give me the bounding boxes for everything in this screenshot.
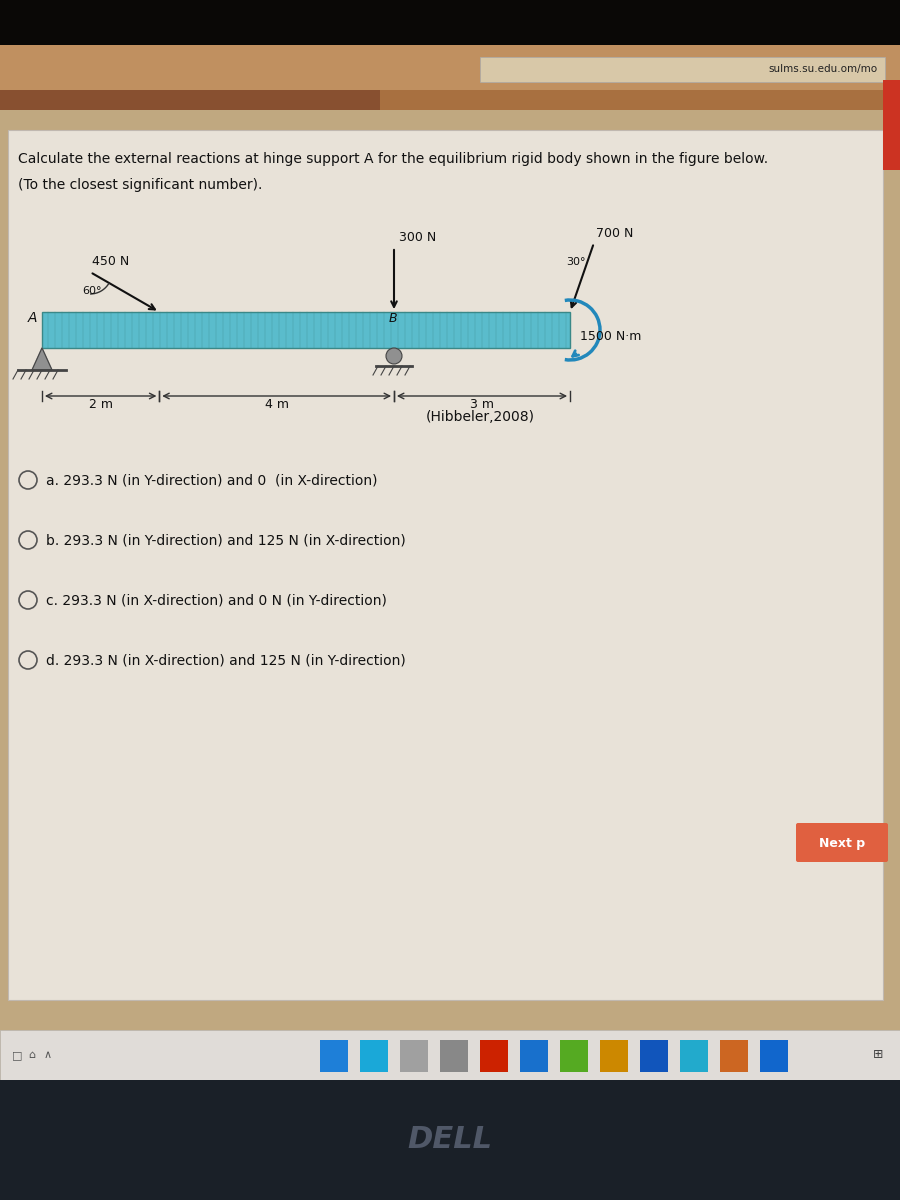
Bar bbox=[8, 130, 883, 1000]
Bar bbox=[320, 1040, 348, 1072]
Text: 450 N: 450 N bbox=[92, 254, 130, 268]
Bar bbox=[680, 1040, 708, 1072]
Bar bbox=[42, 312, 570, 348]
Bar bbox=[0, 44, 900, 90]
Bar bbox=[400, 1040, 428, 1072]
Bar bbox=[480, 56, 885, 82]
Bar bbox=[0, 1030, 900, 1080]
Bar bbox=[0, 110, 900, 1080]
Bar bbox=[600, 1040, 628, 1072]
FancyBboxPatch shape bbox=[796, 823, 888, 862]
Text: Next p: Next p bbox=[819, 836, 865, 850]
Text: b. 293.3 N (in Y-direction) and 125 N (in X-direction): b. 293.3 N (in Y-direction) and 125 N (i… bbox=[46, 533, 406, 547]
Bar bbox=[440, 1040, 468, 1072]
Text: □: □ bbox=[12, 1050, 22, 1060]
Text: (Hibbeler,2008): (Hibbeler,2008) bbox=[426, 410, 535, 424]
Text: Calculate the external reactions at hinge support A for the equilibrium rigid bo: Calculate the external reactions at hing… bbox=[18, 152, 768, 166]
Bar bbox=[520, 1040, 548, 1072]
Bar bbox=[560, 1040, 588, 1072]
Text: ⌂: ⌂ bbox=[28, 1050, 35, 1060]
Text: (To the closest significant number).: (To the closest significant number). bbox=[18, 178, 263, 192]
Text: sulms.su.edu.om/mo: sulms.su.edu.om/mo bbox=[769, 64, 878, 74]
Bar bbox=[883, 80, 900, 170]
Bar bbox=[480, 1040, 508, 1072]
Text: 3 m: 3 m bbox=[470, 398, 494, 410]
Text: a. 293.3 N (in Y-direction) and 0  (in X-direction): a. 293.3 N (in Y-direction) and 0 (in X-… bbox=[46, 473, 377, 487]
Bar bbox=[0, 90, 900, 110]
Text: A: A bbox=[28, 311, 38, 325]
Circle shape bbox=[386, 348, 402, 364]
Text: 2 m: 2 m bbox=[89, 398, 112, 410]
Text: B: B bbox=[389, 312, 398, 325]
Text: d. 293.3 N (in X-direction) and 125 N (in Y-direction): d. 293.3 N (in X-direction) and 125 N (i… bbox=[46, 653, 406, 667]
Bar bbox=[720, 1040, 748, 1072]
Text: 4 m: 4 m bbox=[265, 398, 289, 410]
Bar bbox=[360, 1040, 388, 1072]
Text: 1500 N·m: 1500 N·m bbox=[580, 330, 642, 343]
Text: c. 293.3 N (in X-direction) and 0 N (in Y-direction): c. 293.3 N (in X-direction) and 0 N (in … bbox=[46, 593, 387, 607]
Bar bbox=[0, 90, 380, 110]
Polygon shape bbox=[32, 348, 52, 370]
Text: 700 N: 700 N bbox=[596, 227, 634, 240]
Bar bbox=[640, 1040, 668, 1072]
Text: 30°: 30° bbox=[566, 257, 586, 266]
Text: DELL: DELL bbox=[408, 1126, 492, 1154]
Text: 60°: 60° bbox=[82, 286, 102, 296]
Bar bbox=[0, 0, 900, 44]
Text: ⊞: ⊞ bbox=[873, 1049, 883, 1062]
Bar bbox=[760, 1040, 788, 1072]
Text: 300 N: 300 N bbox=[399, 230, 436, 244]
Text: ∧: ∧ bbox=[44, 1050, 52, 1060]
Bar bbox=[0, 1080, 900, 1200]
